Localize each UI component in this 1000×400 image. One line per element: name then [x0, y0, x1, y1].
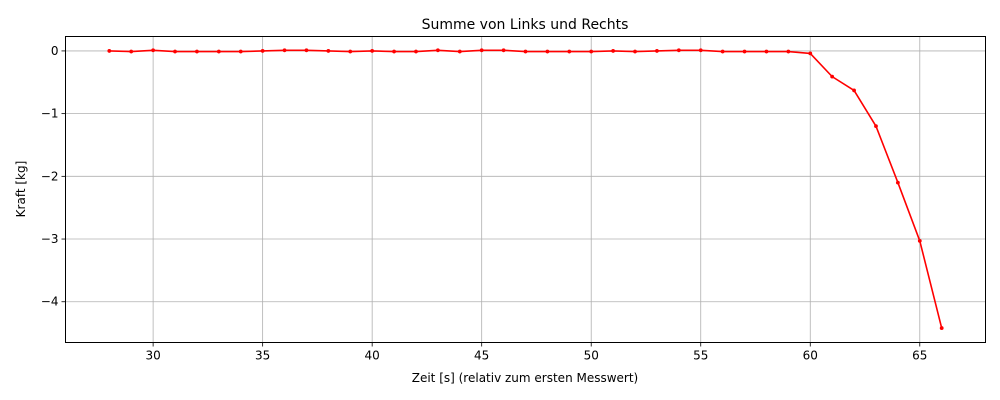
data-point — [107, 49, 112, 53]
data-point — [392, 49, 396, 54]
data-point — [414, 49, 418, 54]
y-tick-label: −4 — [41, 295, 59, 309]
data-point — [939, 326, 944, 330]
data-point — [282, 48, 287, 53]
data-point — [589, 49, 594, 54]
data-point — [611, 49, 616, 53]
data-point — [304, 48, 309, 53]
y-axis-label: Kraft [kg] — [14, 161, 28, 218]
data-point — [195, 49, 199, 54]
x-tick-label: 65 — [912, 349, 927, 363]
data-point — [852, 88, 856, 93]
data-point — [567, 49, 572, 54]
x-tick-label: 45 — [474, 349, 489, 363]
data-point — [238, 49, 243, 54]
data-point — [830, 74, 835, 79]
data-point — [151, 48, 156, 53]
x-tick-label: 40 — [365, 349, 380, 363]
x-tick-label: 60 — [803, 349, 818, 363]
y-tick-label: −1 — [41, 107, 59, 121]
data-point — [479, 48, 484, 53]
x-tick-label: 30 — [145, 349, 160, 363]
plot-frame — [65, 36, 986, 343]
data-point — [326, 49, 331, 53]
x-tick-label: 50 — [584, 349, 599, 363]
x-axis-label: Zeit [s] (relativ zum ersten Messwert) — [412, 371, 639, 385]
data-point — [874, 124, 878, 129]
data-point — [764, 49, 769, 54]
data-point — [129, 49, 134, 54]
data-point — [633, 49, 637, 54]
data-point — [698, 48, 703, 53]
data-point — [370, 49, 375, 53]
chart-title: Summe von Links und Rechts — [422, 17, 629, 33]
data-point — [676, 48, 681, 53]
y-tick-label: −3 — [41, 232, 59, 246]
data-point — [173, 49, 177, 54]
data-point — [720, 49, 725, 54]
data-point — [435, 48, 440, 53]
data-point — [501, 48, 506, 53]
data-point — [260, 49, 265, 53]
data-point — [523, 49, 528, 54]
data-point — [786, 49, 791, 54]
data-point — [457, 49, 462, 54]
y-tick-label: 0 — [51, 44, 59, 58]
data-point — [216, 49, 221, 54]
data-point — [808, 51, 813, 56]
x-tick-label: 55 — [693, 349, 708, 363]
data-point — [545, 49, 550, 54]
y-tick-label: −2 — [41, 169, 59, 183]
data-point — [655, 49, 659, 53]
x-tick-label: 35 — [255, 349, 270, 363]
ticks: 30 35 40 45 50 55 60 65 0 −1 −2 −3 −4 — [41, 44, 928, 363]
data-point — [895, 180, 900, 185]
data-point — [917, 239, 922, 243]
data-point — [348, 49, 353, 54]
data-point — [742, 49, 747, 54]
series-layer — [107, 48, 944, 330]
